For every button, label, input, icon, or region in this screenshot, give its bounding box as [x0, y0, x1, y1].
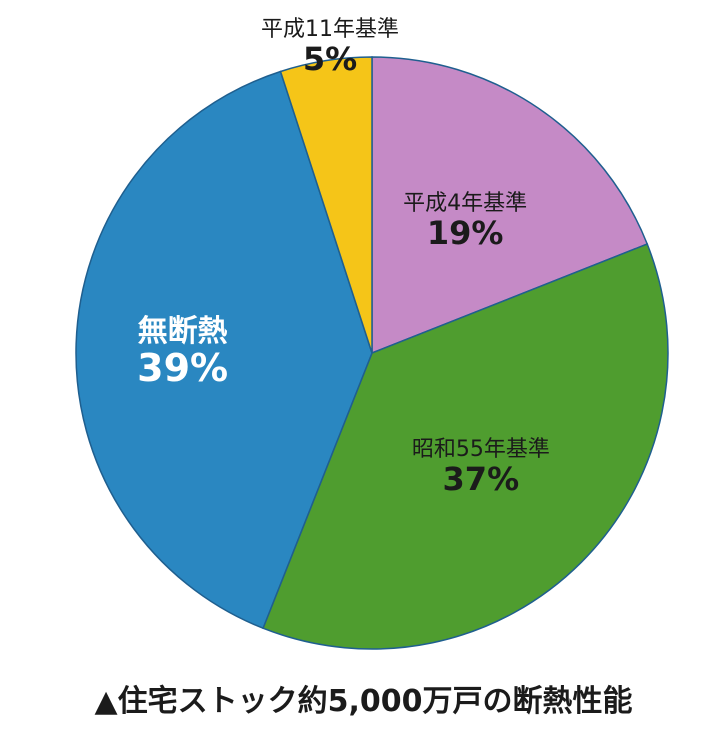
slice-value-label: 5%: [303, 40, 357, 78]
pie-slice: [279, 56, 373, 354]
slice-value-label: 19%: [427, 214, 504, 252]
slice-value-label: 37%: [443, 460, 520, 498]
slice-label: 昭和55年基準: [412, 437, 550, 462]
chart-caption: ▲住宅ストック約5,000万戸の断熱性能: [94, 684, 633, 719]
pie-slice: [371, 56, 649, 355]
pie-slice: [75, 70, 373, 630]
slice-label: 無断熱: [138, 314, 228, 349]
slice-value-label: 39%: [137, 346, 228, 390]
slice-label: 平成4年基準: [403, 191, 527, 216]
pie-slice: [262, 243, 669, 650]
slice-label: 平成11年基準: [261, 17, 399, 42]
